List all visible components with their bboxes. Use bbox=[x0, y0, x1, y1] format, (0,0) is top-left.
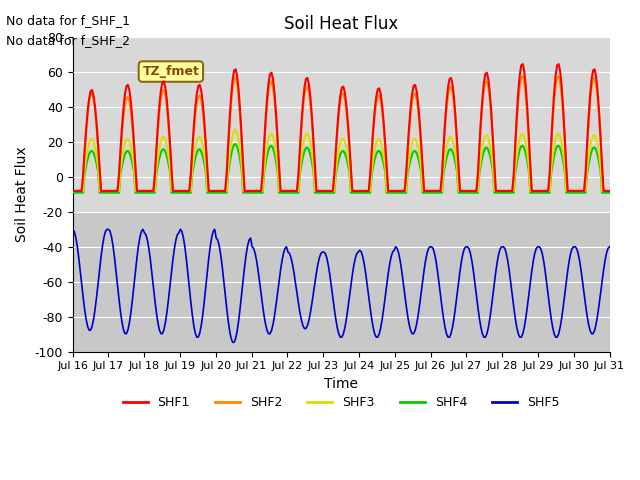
SHF5 bbox=[229, 339, 237, 345]
SHF4 bbox=[232, 141, 239, 147]
SHF2 bbox=[69, 188, 77, 194]
Line: SHF1: SHF1 bbox=[73, 64, 609, 191]
SHF4 bbox=[605, 190, 613, 195]
SHF3 bbox=[69, 188, 77, 194]
Text: No data for f_SHF_2: No data for f_SHF_2 bbox=[6, 34, 131, 47]
SHF5 bbox=[134, 243, 142, 249]
Line: SHF5: SHF5 bbox=[73, 229, 609, 342]
SHF4 bbox=[69, 190, 77, 195]
SHF1 bbox=[256, 188, 264, 194]
SHF1 bbox=[134, 188, 142, 194]
SHF2 bbox=[303, 84, 311, 89]
SHF3 bbox=[605, 188, 613, 194]
SHF4 bbox=[577, 190, 585, 195]
SHF2 bbox=[605, 188, 613, 194]
Text: TZ_fmet: TZ_fmet bbox=[143, 65, 199, 78]
SHF4 bbox=[257, 190, 265, 195]
SHF2 bbox=[256, 188, 264, 194]
SHF3 bbox=[577, 188, 585, 194]
SHF5 bbox=[257, 290, 265, 296]
SHF2 bbox=[247, 188, 255, 194]
Bar bbox=[73, 37, 609, 212]
SHF1 bbox=[229, 77, 237, 83]
Legend: SHF1, SHF2, SHF3, SHF4, SHF5: SHF1, SHF2, SHF3, SHF4, SHF5 bbox=[118, 391, 564, 414]
Line: SHF4: SHF4 bbox=[73, 144, 609, 192]
SHF2 bbox=[519, 73, 527, 79]
SHF3 bbox=[305, 134, 313, 140]
Title: Soil Heat Flux: Soil Heat Flux bbox=[284, 15, 398, 33]
SHF5 bbox=[69, 227, 77, 232]
SHF4 bbox=[134, 190, 142, 195]
SHF4 bbox=[229, 145, 237, 151]
SHF1 bbox=[303, 75, 311, 81]
SHF3 bbox=[248, 188, 256, 194]
SHF1 bbox=[519, 61, 527, 67]
SHF3 bbox=[134, 188, 142, 194]
SHF1 bbox=[69, 188, 77, 194]
X-axis label: Time: Time bbox=[324, 377, 358, 391]
Line: SHF2: SHF2 bbox=[73, 76, 609, 191]
SHF1 bbox=[605, 188, 613, 194]
SHF3 bbox=[229, 132, 237, 138]
SHF4 bbox=[248, 190, 256, 195]
SHF5 bbox=[605, 244, 613, 250]
SHF2 bbox=[577, 188, 585, 194]
SHF3 bbox=[232, 127, 239, 133]
SHF5 bbox=[230, 339, 238, 345]
SHF5 bbox=[577, 267, 585, 273]
SHF5 bbox=[248, 244, 256, 250]
Y-axis label: Soil Heat Flux: Soil Heat Flux bbox=[15, 146, 29, 242]
Bar bbox=[73, 212, 609, 351]
SHF1 bbox=[577, 188, 585, 194]
Text: No data for f_SHF_1: No data for f_SHF_1 bbox=[6, 14, 131, 27]
SHF2 bbox=[134, 188, 142, 194]
SHF2 bbox=[229, 84, 237, 90]
SHF5 bbox=[305, 317, 313, 323]
SHF3 bbox=[257, 188, 265, 194]
SHF1 bbox=[247, 188, 255, 194]
SHF4 bbox=[305, 147, 313, 153]
Line: SHF3: SHF3 bbox=[73, 130, 609, 191]
